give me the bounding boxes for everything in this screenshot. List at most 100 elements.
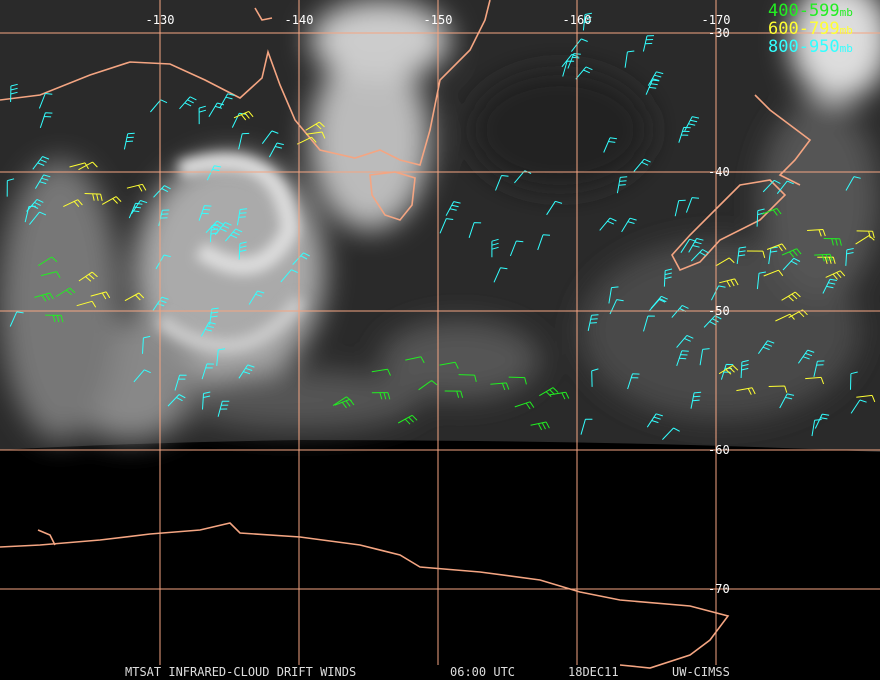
wind-barb — [491, 238, 499, 258]
wind-barb — [174, 374, 187, 391]
wind-barb — [715, 257, 735, 267]
wind-barb — [845, 248, 854, 266]
latitude-label: -60 — [708, 443, 730, 457]
wind-barb — [643, 315, 655, 332]
wind-barb — [591, 368, 599, 387]
wind-barb — [546, 200, 563, 216]
wind-barb — [306, 131, 326, 139]
legend-range: 400-599 — [768, 1, 840, 21]
wind-barb — [779, 393, 795, 409]
wind-barb — [603, 137, 617, 153]
wind-barb — [268, 142, 284, 158]
wind-barb — [6, 178, 15, 197]
wind-barb — [599, 217, 617, 231]
legend-unit: mb — [840, 6, 853, 19]
latitude-label: -50 — [708, 304, 730, 318]
wind-barb — [508, 376, 527, 385]
wind-barb — [371, 392, 391, 400]
latitude-label: -40 — [708, 165, 730, 179]
wind-barb — [825, 270, 846, 280]
wind-barb — [823, 238, 842, 246]
wind-barb — [153, 185, 171, 198]
wind-barb — [133, 369, 151, 383]
wind-barb — [539, 387, 559, 397]
legend-unit: mb — [840, 24, 853, 37]
wind-barb — [84, 193, 103, 202]
wind-barb — [78, 161, 98, 171]
wind-barb — [10, 83, 18, 103]
wind-barb — [24, 205, 36, 223]
wind-barb — [663, 268, 673, 287]
wind-barb — [782, 257, 801, 271]
wind-barb — [495, 175, 509, 191]
wind-barb — [757, 340, 775, 354]
longitude-label: -150 — [424, 13, 453, 27]
wind-barb — [493, 267, 508, 283]
wind-barb — [680, 238, 697, 253]
wind-barb — [814, 253, 833, 262]
wind-barb — [571, 38, 588, 52]
wind-barb — [202, 391, 211, 410]
wind-barb — [216, 348, 226, 366]
wind-barb — [208, 102, 225, 117]
wind-barb — [710, 285, 726, 301]
wind-barb — [238, 241, 247, 260]
wind-barb — [418, 380, 438, 391]
legend-range: 600-799 — [768, 19, 840, 39]
footer-source: UW-CIMSS — [672, 665, 730, 679]
longitude-label: -170 — [702, 13, 731, 27]
wind-barb — [718, 364, 739, 375]
longitude-label: -160 — [563, 13, 592, 27]
wind-barb — [719, 278, 739, 288]
wind-barb — [150, 99, 168, 113]
wind-barb — [142, 335, 151, 354]
longitude-label: -130 — [146, 13, 175, 27]
latitude-label: -70 — [708, 582, 730, 596]
wind-barb — [678, 126, 691, 143]
wind-barb — [280, 269, 298, 283]
wind-barb — [781, 291, 801, 302]
wind-barb — [797, 349, 815, 364]
wind-barb — [761, 207, 782, 216]
footer-date: 18DEC11 — [568, 665, 619, 679]
wind-barb — [78, 271, 98, 282]
cloud-swirl — [155, 153, 306, 353]
legend-entry: 800-950mb — [768, 37, 853, 57]
wind-barb — [458, 374, 477, 383]
wind-barb — [397, 414, 418, 425]
wind-barb — [296, 136, 317, 145]
wind-barb — [124, 292, 145, 302]
legend-entry: 400-599mb — [768, 1, 853, 21]
wind-barb — [530, 421, 550, 431]
wind-barb — [490, 382, 510, 391]
wind-barb — [621, 217, 637, 233]
wind-barb — [649, 298, 667, 312]
wind-barb — [762, 179, 781, 193]
wind-barb — [209, 307, 219, 325]
wind-barb — [201, 363, 214, 380]
wind-barb — [685, 197, 700, 213]
wind-barb — [580, 418, 593, 435]
wind-barb — [198, 105, 207, 125]
wind-barb — [746, 250, 766, 259]
wind-barb — [40, 271, 61, 278]
wind-barb — [209, 224, 219, 243]
wind-barb — [444, 390, 464, 398]
wind-barb — [684, 116, 700, 132]
wind-barb — [736, 387, 756, 395]
wind-barb — [405, 356, 425, 364]
wind-barb — [101, 196, 122, 205]
wind-barb — [514, 401, 535, 410]
wind-barb — [763, 269, 784, 277]
wind-barb — [645, 79, 660, 95]
wind-barb — [123, 132, 135, 150]
wind-barb — [214, 221, 232, 236]
wind-barb — [690, 249, 709, 262]
wind-barb — [90, 291, 111, 300]
wind-barb — [334, 398, 355, 409]
wind-barb — [850, 371, 858, 390]
wind-barb — [582, 12, 592, 31]
wind-barb — [609, 299, 624, 315]
